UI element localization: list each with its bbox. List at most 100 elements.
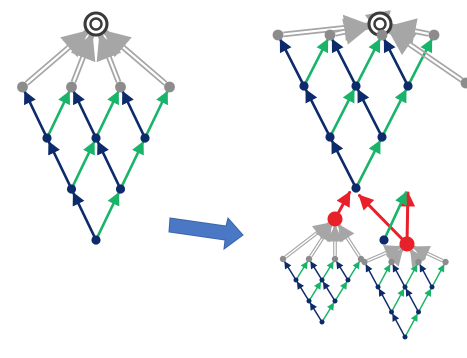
sub-right-node	[402, 334, 408, 340]
left-edge-navy	[47, 140, 71, 187]
left-edge-gray	[24, 29, 89, 86]
left-edge-green	[47, 90, 71, 136]
right-edge-navy	[331, 38, 356, 84]
sub-left-node	[293, 277, 299, 283]
left-edge-navy	[23, 90, 47, 136]
left-node	[42, 133, 52, 143]
sub-right-edge-green	[432, 264, 445, 286]
sub-left-edge-navy	[309, 260, 322, 279]
right-node	[351, 81, 361, 91]
left-edge-navy	[96, 140, 120, 187]
sub-left-edge-green	[335, 281, 348, 300]
left-edge-navy	[121, 90, 145, 136]
sub-left-edge-navy	[335, 260, 348, 279]
left-edge-green	[72, 140, 96, 187]
sub-left-node	[332, 298, 338, 304]
sub-right-edge-green	[405, 313, 419, 336]
right-branch-root-node	[399, 236, 415, 252]
sub-right-edge-gray	[412, 245, 444, 263]
sub-left-node	[319, 319, 325, 325]
left-edge-green	[121, 140, 145, 187]
edges-layer	[23, 10, 464, 336]
right-edge-green	[408, 38, 433, 84]
right-edge-green	[356, 38, 381, 84]
sub-left-edge-navy	[322, 281, 335, 300]
sub-right-node	[416, 309, 421, 315]
right-edge-navy	[304, 88, 330, 135]
sub-left-node	[319, 277, 325, 283]
sub-right-edge-gray	[385, 248, 404, 267]
sub-right-edge-green	[391, 288, 405, 311]
right-node	[379, 235, 389, 245]
sub-left-edge-green	[309, 281, 322, 300]
sub-right-apex-node	[388, 258, 395, 266]
sub-left-edge-gray	[326, 224, 344, 256]
sub-right-edge-navy	[365, 264, 378, 286]
sub-left-edge-green	[348, 260, 361, 279]
right-node	[325, 132, 335, 142]
sub-left-edge-gray	[309, 223, 333, 258]
right-edge-navy	[383, 38, 408, 84]
sub-left-node	[345, 277, 351, 283]
sub-right-edge-navy	[378, 288, 392, 311]
right-node	[299, 81, 309, 91]
left-apex-node	[115, 81, 126, 93]
red-edge	[336, 190, 352, 215]
red-edge	[400, 191, 416, 239]
sub-right-edge-green	[378, 264, 391, 286]
left-edge-gray	[96, 32, 122, 84]
sub-left-edge-navy	[309, 302, 322, 321]
right-apex-node	[272, 29, 284, 41]
right-edge-navy	[279, 38, 304, 84]
sub-right-edge-navy	[419, 264, 432, 286]
sub-left-edge-gray	[337, 223, 361, 258]
left-edge-navy	[72, 90, 96, 136]
sub-right-node	[375, 284, 381, 290]
sub-right-apex-node	[415, 258, 422, 266]
right-apex-node	[428, 29, 440, 41]
left-node	[91, 133, 101, 143]
sub-right-edge-navy	[392, 264, 405, 286]
sub-right-edge-green	[418, 288, 432, 311]
right-node	[351, 183, 361, 193]
right-edge-navy	[356, 88, 382, 135]
right-edge-green	[356, 139, 382, 186]
sub-right-node	[389, 309, 394, 315]
sub-left-node	[306, 298, 312, 304]
right-edge-gray	[387, 28, 464, 83]
right-edge-green	[382, 88, 408, 135]
sub-right-apex-node	[361, 258, 368, 266]
left-node	[115, 184, 126, 194]
left-edge-gray	[70, 32, 96, 84]
sub-right-edge-navy	[391, 313, 405, 336]
left-node	[66, 184, 77, 194]
right-edge-green	[384, 191, 408, 238]
sub-right-edge-gray	[409, 248, 427, 268]
right-apex-node	[460, 77, 467, 89]
left-branch-root-node	[327, 211, 343, 227]
right-edge-navy	[330, 139, 356, 186]
right-edge-green	[304, 38, 329, 84]
right-apex-node	[376, 29, 388, 41]
left-node	[91, 235, 101, 245]
sub-right-node	[429, 284, 435, 290]
sub-left-edge-navy	[296, 281, 309, 300]
sub-left-edge-green	[322, 260, 335, 279]
left-edge-gray	[103, 29, 168, 86]
sub-left-edge-navy	[283, 260, 296, 279]
red-edge	[358, 194, 404, 241]
right-node	[377, 132, 387, 142]
left-edge-green	[96, 90, 120, 136]
left-apex-node	[17, 81, 28, 93]
right-apex-node	[324, 29, 336, 41]
sub-left-edge-green	[296, 260, 309, 279]
left-root-icon	[83, 11, 109, 37]
left-apex-node	[164, 81, 175, 93]
sub-left-apex-node	[279, 255, 287, 263]
sub-right-edge-navy	[405, 288, 419, 311]
nodes-layer	[17, 11, 467, 340]
sub-left-apex-node	[331, 255, 339, 263]
right-edge-green	[330, 88, 356, 135]
sub-left-edge-green	[322, 302, 335, 321]
